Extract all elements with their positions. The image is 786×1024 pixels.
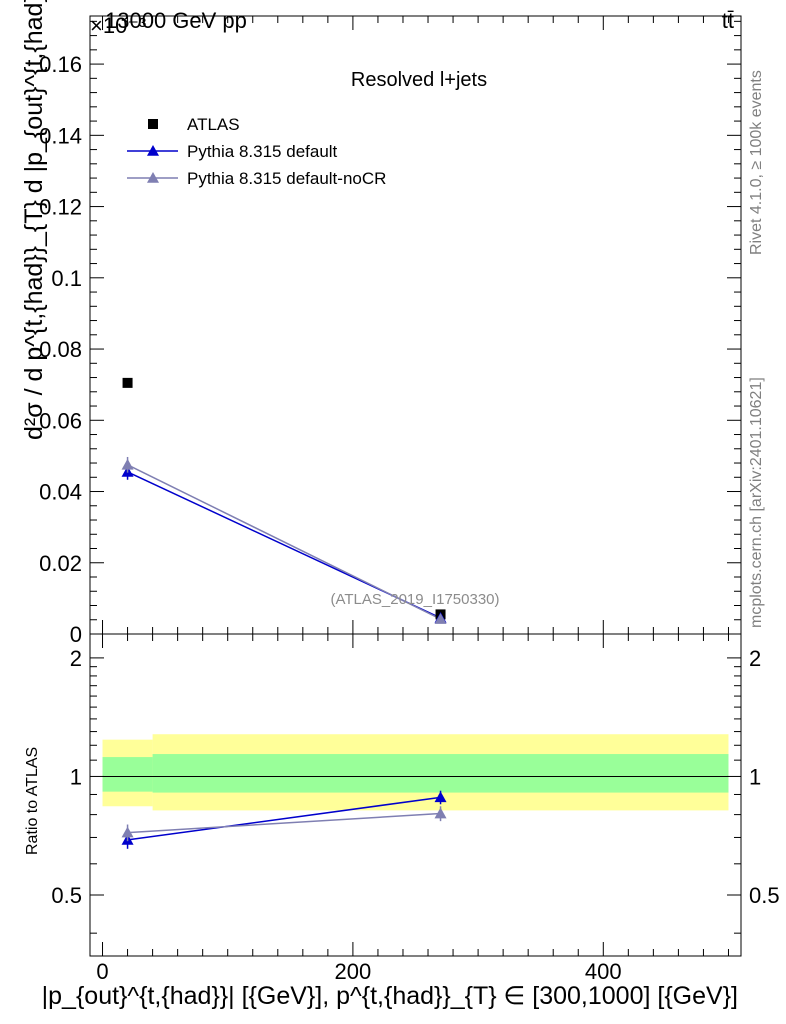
ratio-axis-ticks: 0 200 400 0.5 0.5 1 1 2 2 <box>51 634 780 984</box>
ratio-tick-label-right: 0.5 <box>749 883 780 908</box>
ratio-panel: 0 200 400 0.5 0.5 1 1 2 2 Ratio to ATLAS |p_{out… <box>24 633 780 1010</box>
ratio-tick-label-left: 0.5 <box>51 883 82 908</box>
ratio-uncertainty-band <box>102 757 153 792</box>
y-tick-label: 0 <box>70 622 82 647</box>
collision-energy-label: 13000 GeV pp <box>105 8 247 33</box>
ratio-series-line <box>127 796 441 841</box>
rivet-version-note: Rivet 4.1.0, ≥ 100k events <box>748 70 765 255</box>
x-tick-label: 200 <box>335 959 372 984</box>
x-tick-label: 400 <box>585 959 622 984</box>
legend-marker-pythia <box>147 145 159 156</box>
ratio-tick-label-left: 1 <box>70 764 82 789</box>
mcplots-reference-note: mcplots.cern.ch [arXiv:2401.10621] <box>748 377 765 628</box>
main-series-layer <box>121 377 447 624</box>
legend: ATLAS Pythia 8.315 default Pythia 8.315 de… <box>127 115 386 188</box>
legend-marker-atlas <box>148 119 158 129</box>
panel-title: Resolved l+jets <box>351 69 487 91</box>
main-axis-ticks: 0 0.02 0.04 0.06 0.08 0.1 0.12 0.14 0.16 <box>39 16 741 647</box>
ratio-frame <box>89 633 742 957</box>
data-point-pythia <box>121 458 134 470</box>
ratio-band-layer <box>102 734 729 811</box>
y-tick-label: 0.04 <box>39 480 82 505</box>
ratio-series-layer <box>121 790 447 849</box>
main-series-line <box>127 464 441 620</box>
y-tick-label: 0.16 <box>39 52 82 77</box>
y-tick-label: 0.06 <box>39 408 82 433</box>
ratio-series-line <box>127 812 441 834</box>
ratio-data-point <box>434 791 447 803</box>
x-tick-label: 0 <box>96 959 108 984</box>
process-label: tt̄ <box>722 8 734 33</box>
ratio-uncertainty-band <box>152 754 729 793</box>
legend-label: Pythia 8.315 default <box>187 142 338 161</box>
ratio-data-point <box>121 826 134 838</box>
legend-label: ATLAS <box>187 115 240 134</box>
main-frame <box>89 15 742 635</box>
data-point-atlas <box>122 377 133 388</box>
ratio-tick-label-left: 2 <box>70 646 82 671</box>
y-tick-label: 0.02 <box>39 551 82 576</box>
legend-label: Pythia 8.315 default-noCR <box>187 169 386 188</box>
y-tick-label: 0.08 <box>39 337 82 362</box>
ratio-y-axis-label: Ratio to ATLAS <box>24 747 41 855</box>
analysis-id-label: (ATLAS_2019_I1750330) <box>330 591 499 608</box>
ratio-tick-label-right: 1 <box>749 764 761 789</box>
data-point-pythia <box>434 613 447 624</box>
ratio-data-point <box>434 807 447 819</box>
ratio-tick-label-right: 2 <box>749 646 761 671</box>
y-tick-label: 0.14 <box>39 123 82 148</box>
x-axis-label: |p_{out}^{t,{had}}| [{GeV}], p^{t,{had}}… <box>42 982 738 1010</box>
legend-marker-pythia <box>147 172 159 183</box>
y-tick-label: 0.1 <box>51 266 82 291</box>
exponent-label: ×10⁻³ <box>90 13 146 38</box>
main-y-axis-label: d²σ / d p^{t,{had}}_{T} d |p_{out}^{t,{h… <box>20 0 48 440</box>
main-panel: 0 0.02 0.04 0.06 0.08 0.1 0.12 0.14 0.16 Resolve… <box>20 0 742 647</box>
y-tick-label: 0.12 <box>39 195 82 220</box>
